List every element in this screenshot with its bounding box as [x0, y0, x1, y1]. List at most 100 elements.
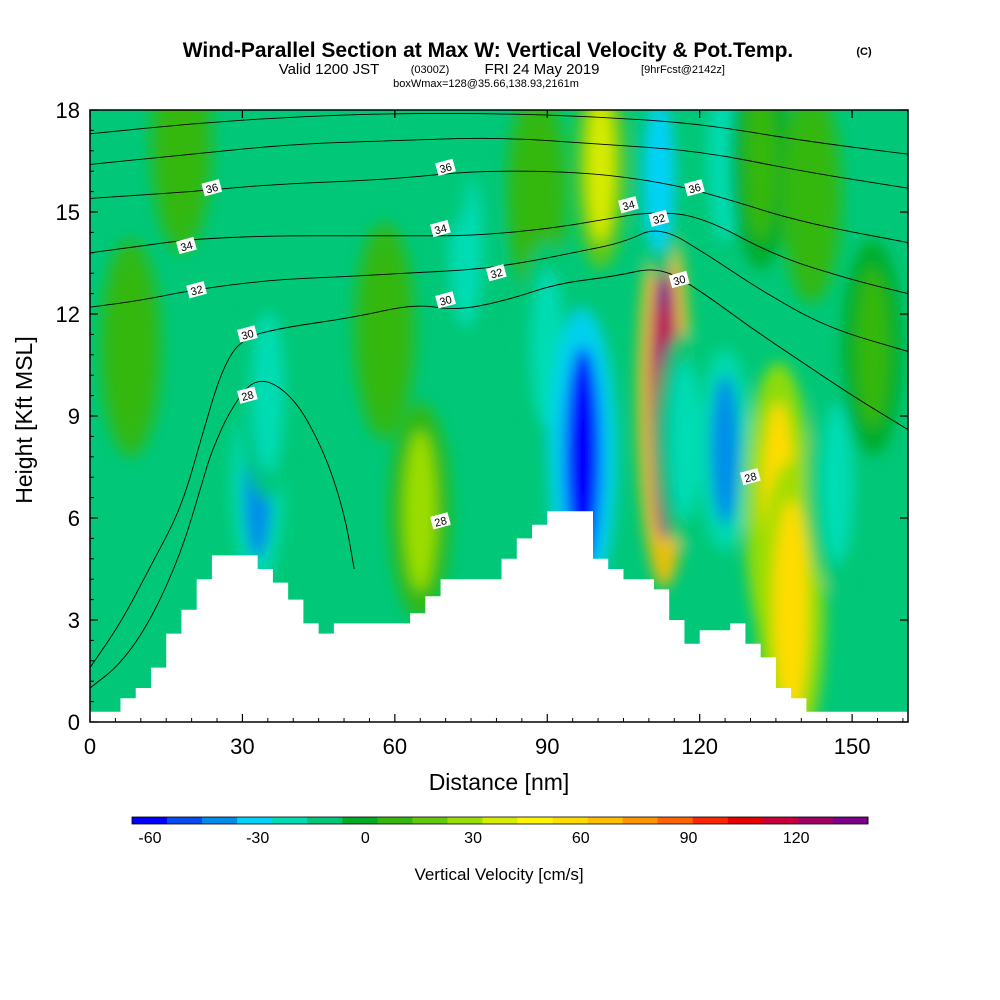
- contour-label: 32: [186, 281, 207, 299]
- colorbar-tick-label: 30: [464, 830, 482, 847]
- colorbar-swatch: [202, 817, 238, 824]
- colorbar-swatch: [272, 817, 308, 824]
- colorbar-tick-label: 60: [572, 830, 590, 847]
- contour-label: 32: [648, 209, 670, 227]
- title-mark: (C): [856, 46, 872, 58]
- colorbar-swatch: [167, 817, 203, 824]
- y-tick-label: 0: [68, 710, 80, 735]
- contour-label-text: 30: [438, 294, 453, 309]
- terrain: [90, 511, 908, 722]
- colorbar-swatch: [342, 817, 378, 824]
- contour-label-text: 32: [489, 267, 504, 282]
- theta-contour-28: [90, 380, 355, 689]
- contour-label: 34: [430, 219, 451, 238]
- contour-label: 30: [236, 325, 258, 343]
- contour-label-text: 36: [687, 182, 702, 197]
- colorbar-frame: [131, 816, 869, 825]
- velocity-cell: [795, 115, 828, 275]
- contour-label-text: 30: [240, 328, 255, 343]
- subtitle-valid: Valid 1200 JST: [279, 61, 380, 78]
- velocity-cell: [668, 359, 701, 520]
- x-tick-label: 60: [383, 734, 407, 759]
- colorbar-swatch: [587, 817, 624, 824]
- contour-label-text: 36: [438, 161, 453, 176]
- colorbar-tick-label: 90: [680, 830, 698, 847]
- theta-contour-40: [90, 112, 908, 155]
- colorbar-swatch: [132, 817, 168, 824]
- contour-label-text: 32: [652, 212, 667, 227]
- contour-label-text: 28: [240, 389, 255, 404]
- colorbar-swatch: [622, 817, 659, 824]
- subsubtitle: boxWmax=128@35.66,138.93,2161m: [393, 78, 579, 90]
- colorbar-swatch: [447, 817, 483, 824]
- colorbar-swatch: [237, 817, 273, 824]
- velocity-cell: [429, 110, 462, 207]
- contour-label-text: 32: [189, 284, 204, 299]
- colorbar-swatch: [727, 817, 764, 824]
- colorbar-tick-label: 0: [361, 830, 370, 847]
- velocity-cell: [404, 431, 437, 592]
- velocity-cell: [711, 375, 740, 525]
- subtitle-utc: (0300Z): [411, 64, 450, 76]
- colorbar-swatch: [517, 817, 554, 824]
- colorbar-swatch: [377, 817, 413, 824]
- subtitle-date: FRI 24 May 2019: [484, 61, 599, 78]
- theta-contour-38: [90, 137, 908, 189]
- y-tick-label: 15: [56, 200, 80, 225]
- x-tick-label: 150: [834, 734, 871, 759]
- colorbar-swatch: [307, 817, 343, 824]
- colorbar: -60 -30 0 30 60 90 120: [131, 816, 869, 847]
- velocity-cell: [521, 115, 554, 275]
- x-tick-label: 120: [681, 734, 718, 759]
- contour-label: 36: [201, 179, 223, 197]
- velocity-cell: [744, 110, 777, 241]
- plot-area: 28 28 28 30 30 30 32 32 32 34 34 34 36 36 36: [89, 109, 909, 723]
- contour-label-text: 28: [433, 515, 448, 530]
- velocity-cell: [251, 312, 284, 473]
- velocity-cell: [114, 268, 147, 428]
- contour-label: 28: [739, 468, 761, 486]
- velocity-cell: [586, 110, 615, 243]
- velocity-cell: [820, 404, 853, 564]
- colorbar-swatch: [762, 817, 799, 824]
- velocity-cell: [773, 499, 810, 720]
- contour-label-text: 36: [205, 182, 220, 197]
- x-tick-label: 0: [84, 734, 96, 759]
- y-tick-label: 3: [68, 608, 80, 633]
- velocity-cell: [368, 251, 401, 411]
- terrain-mask: [90, 511, 908, 722]
- velocity-field: [100, 110, 903, 722]
- contour-label-text: 34: [433, 223, 448, 238]
- title-block: Wind-Parallel Section at Max W: Vertical…: [183, 39, 872, 90]
- colorbar-tick-label: 120: [783, 830, 810, 847]
- y-tick-label: 18: [56, 98, 80, 123]
- x-tick-label: 30: [230, 734, 254, 759]
- contour-label: 34: [618, 196, 639, 214]
- theta-contour-30: [90, 269, 908, 668]
- contour-label: 28: [236, 386, 258, 404]
- colorbar-swatch: [482, 817, 519, 824]
- colorbar-swatch: [832, 817, 869, 824]
- y-axis-label: Height [Kft MSL]: [11, 336, 37, 503]
- contour-label-text: 34: [179, 240, 194, 255]
- contour-label: 34: [176, 236, 197, 255]
- subtitle-fcst: [9hrFcst@2142z]: [641, 64, 725, 76]
- y-tick-label: 6: [68, 506, 80, 531]
- y-tick-label: 9: [68, 404, 80, 429]
- contour-label: 32: [485, 264, 507, 282]
- chart-title: Wind-Parallel Section at Max W: Vertical…: [183, 39, 794, 62]
- y-tick-label: 12: [56, 302, 80, 327]
- velocity-cell: [856, 268, 889, 428]
- x-axis-label: Distance [nm]: [429, 769, 570, 795]
- contour-label: 36: [684, 179, 705, 197]
- colorbar-swatch: [552, 817, 589, 824]
- colorbar-tick-label: -60: [138, 830, 161, 847]
- velocity-cell: [165, 110, 198, 224]
- colorbar-swatch: [657, 817, 694, 824]
- contour-label-text: 30: [672, 274, 687, 289]
- contour-label-text: 34: [621, 199, 636, 214]
- velocity-cell: [645, 110, 674, 253]
- colorbar-label: Vertical Velocity [cm/s]: [414, 865, 583, 884]
